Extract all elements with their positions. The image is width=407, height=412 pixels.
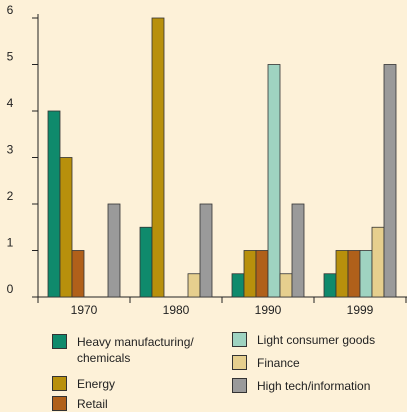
legend-label: Heavy manufacturing/ chemicals bbox=[77, 335, 194, 365]
legend-label: High tech/information bbox=[257, 379, 371, 393]
y-tick-label: 1 bbox=[7, 236, 14, 250]
y-tick-label: 3 bbox=[7, 143, 14, 157]
bar bbox=[187, 273, 201, 298]
x-tick-label: 1999 bbox=[347, 303, 374, 317]
y-tick-label: 6 bbox=[7, 3, 14, 17]
legend-swatch bbox=[232, 378, 247, 393]
legend-label: Light consumer goods bbox=[257, 333, 376, 347]
legend-item: High tech/information bbox=[232, 378, 407, 394]
bar bbox=[279, 273, 293, 298]
legend-label: Finance bbox=[257, 356, 300, 370]
legend-item: Retail bbox=[52, 396, 227, 412]
bar bbox=[267, 64, 281, 298]
x-tick-label: 1990 bbox=[255, 303, 282, 317]
bar bbox=[47, 110, 61, 298]
bar bbox=[71, 250, 85, 298]
legend-item: Energy bbox=[52, 376, 227, 392]
bar bbox=[59, 157, 73, 298]
bar bbox=[199, 203, 213, 298]
bar bbox=[383, 64, 397, 298]
bar bbox=[139, 226, 153, 298]
bar bbox=[335, 250, 349, 298]
x-tick-label: 1980 bbox=[163, 303, 190, 317]
y-tick-label: 4 bbox=[7, 96, 14, 110]
bar bbox=[323, 273, 337, 298]
legend-swatch bbox=[232, 332, 247, 347]
legend-item: Light consumer goods bbox=[232, 332, 407, 348]
bar bbox=[347, 250, 361, 298]
bar bbox=[231, 273, 245, 298]
y-tick-label: 5 bbox=[7, 50, 14, 64]
x-tick-label: 1970 bbox=[71, 303, 98, 317]
y-tick-label: 0 bbox=[7, 282, 14, 296]
legend-swatch bbox=[232, 355, 247, 370]
legend-label: Energy bbox=[77, 377, 116, 391]
bar bbox=[243, 250, 257, 298]
legend-swatch bbox=[52, 376, 67, 391]
bar bbox=[151, 17, 165, 298]
bar bbox=[107, 203, 121, 298]
bar bbox=[291, 203, 305, 298]
legend-label: Retail bbox=[77, 397, 108, 411]
legend-item: Heavy manufacturing/ chemicals bbox=[52, 334, 227, 366]
legend-item: Finance bbox=[232, 355, 407, 371]
bar bbox=[371, 226, 385, 298]
y-tick-label: 2 bbox=[7, 189, 14, 203]
legend-swatch bbox=[52, 396, 67, 411]
bar bbox=[255, 250, 269, 298]
legend-swatch bbox=[52, 334, 67, 349]
chart: 0 1 2 3 4 5 6 1970 1980 1990 1999 bbox=[7, 3, 407, 317]
bar bbox=[359, 250, 373, 298]
